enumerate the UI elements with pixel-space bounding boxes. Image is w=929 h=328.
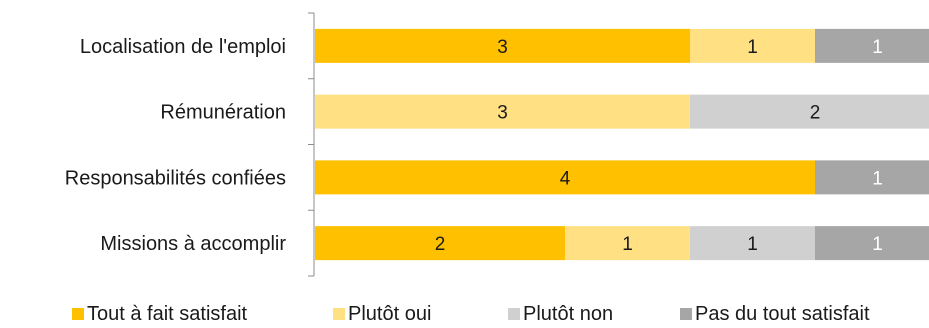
legend: Tout à fait satisfait Plutôt oui Plutôt no… <box>72 303 870 325</box>
bar-plutot-oui-remuneration <box>315 94 690 129</box>
data-label-plutot-oui-remuneration: 3 <box>497 103 508 124</box>
data-label-tout-a-fait-satisfait-missions-a-accomplir: 2 <box>435 234 446 255</box>
bar-tout-a-fait-satisfait-responsabilites-confiees <box>315 160 815 195</box>
legend-label-plutot-oui: Plutôt oui <box>348 303 431 325</box>
bar-plutot-oui-missions-a-accomplir <box>565 226 690 261</box>
data-label-pas-du-tout-satisfait-responsabilites-confiees: 1 <box>872 168 883 189</box>
legend-label-pas-du-tout-satisfait: Pas du tout satisfait <box>695 303 870 325</box>
legend-label-tout-a-fait-satisfait: Tout à fait satisfait <box>87 303 248 325</box>
category-label-missions-a-accomplir: Missions à accomplir <box>100 233 286 255</box>
plot-area: 3 1 1 3 2 4 1 2 1 1 1 <box>308 12 929 277</box>
data-label-pas-du-tout-satisfait-missions-a-accomplir: 1 <box>872 234 883 255</box>
bar-plutot-non-missions-a-accomplir <box>690 226 815 261</box>
bar-tout-a-fait-satisfait-localisation-de-l-emploi <box>315 28 690 63</box>
category-label-remuneration: Rémunération <box>160 102 286 124</box>
legend-swatch-pas-du-tout-satisfait <box>680 308 692 320</box>
data-label-plutot-oui-localisation-de-l-emploi: 1 <box>747 37 758 58</box>
category-labels: Localisation de l'emploi Rémunération Resp… <box>65 36 287 255</box>
category-label-responsabilites-confiees: Responsabilités confiées <box>65 167 286 189</box>
legend-swatch-tout-a-fait-satisfait <box>72 308 84 320</box>
bar-pas-du-tout-satisfait-missions-a-accomplir <box>815 226 929 261</box>
data-label-tout-a-fait-satisfait-localisation-de-l-emploi: 3 <box>497 37 508 58</box>
bar-pas-du-tout-satisfait-responsabilites-confiees <box>815 160 929 195</box>
data-label-pas-du-tout-satisfait-localisation-de-l-emploi: 1 <box>872 37 883 58</box>
legend-swatch-plutot-non <box>508 308 520 320</box>
data-label-plutot-non-missions-a-accomplir: 1 <box>747 234 758 255</box>
data-label-plutot-non-remuneration: 2 <box>810 103 821 124</box>
data-label-plutot-oui-missions-a-accomplir: 1 <box>622 234 633 255</box>
legend-swatch-plutot-oui <box>333 308 345 320</box>
bar-plutot-non-remuneration <box>690 94 929 129</box>
bar-plutot-oui-localisation-de-l-emploi <box>690 28 815 63</box>
bar-tout-a-fait-satisfait-missions-a-accomplir <box>315 226 565 261</box>
category-label-localisation-de-l-emploi: Localisation de l'emploi <box>80 36 286 58</box>
bar-pas-du-tout-satisfait-localisation-de-l-emploi <box>815 28 929 63</box>
legend-label-plutot-non: Plutôt non <box>523 303 613 325</box>
data-label-tout-a-fait-satisfait-responsabilites-confiees: 4 <box>560 168 571 189</box>
